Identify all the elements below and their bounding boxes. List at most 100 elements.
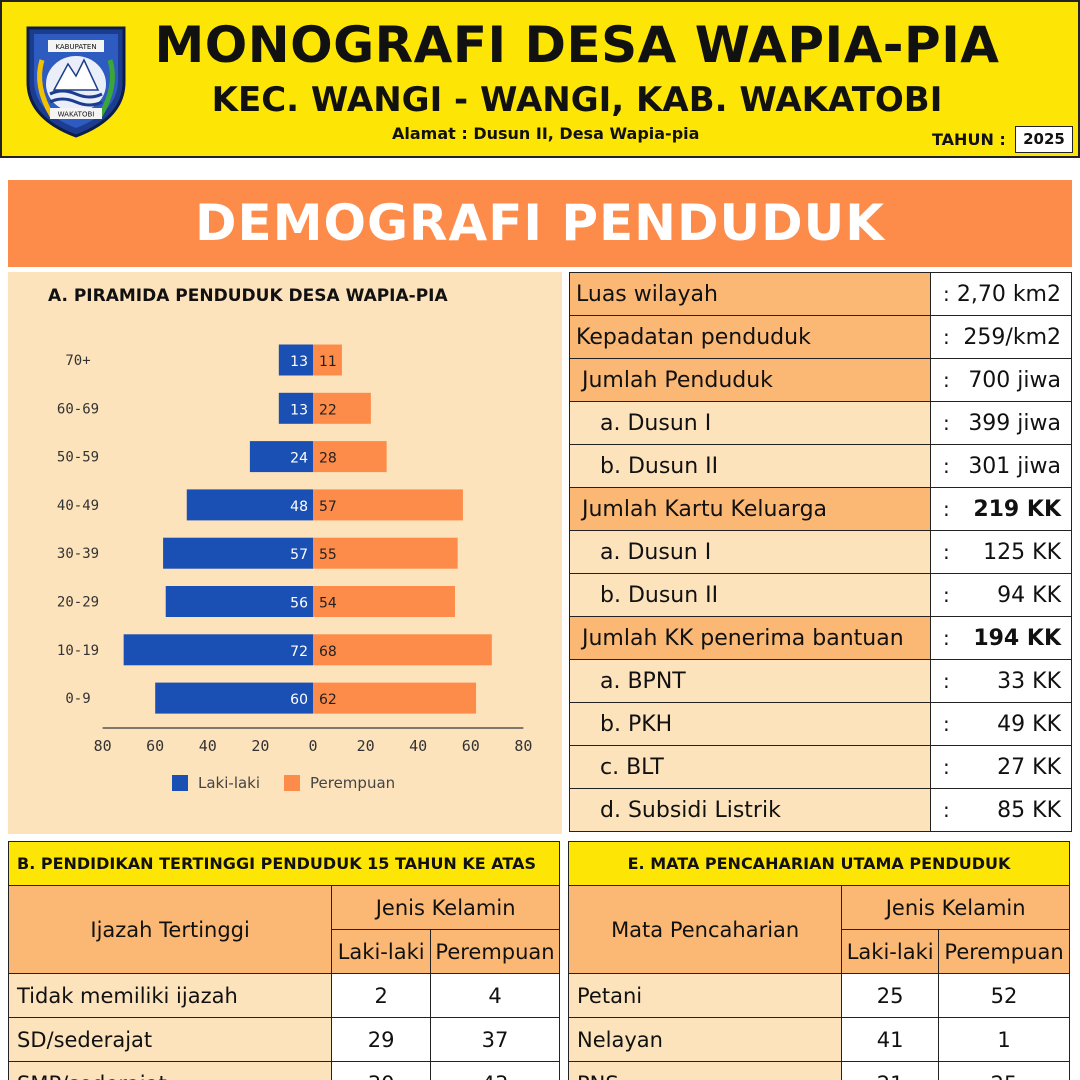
stats-colon: : bbox=[943, 411, 950, 435]
stats-label: a. Dusun I bbox=[568, 530, 932, 574]
stats-row: Kepadatan penduduk:259/km2 bbox=[568, 315, 1072, 359]
table-row: SD/sederajat 29 37 bbox=[7, 1017, 560, 1062]
row-male: 2 bbox=[331, 973, 432, 1018]
stats-value: 125 KK bbox=[983, 539, 1061, 565]
stats-label: Kepadatan penduduk bbox=[568, 315, 932, 359]
table-row: PNS2125 bbox=[567, 1061, 1070, 1080]
page-title: MONOGRAFI DESA WAPIA-PIA bbox=[154, 16, 1000, 74]
occupation-caption: E. MATA PENCAHARIAN UTAMA PENDUDUK bbox=[568, 841, 1070, 886]
x-tick-label: 60 bbox=[462, 737, 480, 755]
female-bar bbox=[313, 586, 456, 617]
row-female: 43 bbox=[430, 1061, 560, 1080]
age-group-label: 0-9 bbox=[65, 691, 90, 707]
row-female: 1 bbox=[938, 1017, 1070, 1062]
occupation-col-group: Jenis Kelamin bbox=[841, 885, 1070, 930]
male-value-label: 60 bbox=[290, 692, 308, 708]
stats-value: 219 KK bbox=[973, 496, 1061, 522]
stats-row: Luas wilayah:2,70 km2 bbox=[568, 272, 1072, 316]
row-female: 4 bbox=[430, 973, 560, 1018]
pyramid-title: A. PIRAMIDA PENDUDUK DESA WAPIA-PIA bbox=[48, 286, 448, 306]
stats-value: 259/km2 bbox=[963, 324, 1061, 350]
age-group-label: 30-39 bbox=[57, 546, 99, 562]
age-group-label: 50-59 bbox=[57, 450, 99, 466]
female-bar bbox=[313, 344, 342, 376]
x-tick-label: 20 bbox=[357, 737, 375, 755]
stats-label: a. Dusun I bbox=[568, 401, 932, 445]
table-row: Nelayan 41 1 bbox=[567, 1017, 1070, 1062]
stats-label: d. Subsidi Listrik bbox=[568, 788, 932, 832]
table-row: Petani 25 52 bbox=[567, 973, 1070, 1018]
male-value-label: 13 bbox=[290, 402, 308, 418]
age-group-label: 70+ bbox=[65, 353, 90, 369]
education-caption: B. PENDIDIKAN TERTINGGI PENDUDUK 15 TAHU… bbox=[8, 841, 560, 886]
x-tick-label: 80 bbox=[514, 737, 532, 755]
male-bar bbox=[155, 682, 313, 714]
stats-row: Jumlah KK penerima bantuan:194 KK bbox=[568, 616, 1072, 660]
age-group-label: 40-49 bbox=[57, 498, 99, 514]
stats-colon: : bbox=[943, 454, 950, 478]
stats-value: 27 KK bbox=[997, 754, 1061, 780]
stats-value: 301 jiwa bbox=[968, 453, 1061, 479]
male-value-label: 13 bbox=[290, 354, 308, 370]
stats-label: Luas wilayah bbox=[568, 272, 932, 316]
stats-value: 49 KK bbox=[997, 711, 1061, 737]
stats-value: 194 KK bbox=[973, 625, 1061, 651]
stats-value: 399 jiwa bbox=[968, 410, 1061, 436]
education-table: B. PENDIDIKAN TERTINGGI PENDUDUK 15 TAHU… bbox=[7, 841, 560, 1080]
stats-label: c. BLT bbox=[568, 745, 932, 789]
stats-table: Luas wilayah:2,70 km2 Kepadatan penduduk:… bbox=[568, 272, 1072, 832]
row-label: SD/sederajat bbox=[7, 1017, 333, 1062]
stats-label: a. BPNT bbox=[568, 659, 932, 703]
male-bar bbox=[278, 392, 313, 424]
x-tick-label: 40 bbox=[199, 737, 217, 755]
female-bar bbox=[313, 634, 492, 666]
stats-row: a. BPNT: 33 KK bbox=[568, 659, 1072, 703]
stats-colon: : bbox=[943, 798, 950, 822]
stats-row: b. Dusun II:301 jiwa bbox=[568, 444, 1072, 488]
male-bar bbox=[123, 634, 313, 666]
male-bar bbox=[249, 441, 313, 473]
wakatobi-emblem-icon: KABUPATEN WAKATOBI bbox=[26, 26, 126, 138]
male-bar bbox=[186, 489, 313, 521]
female-bar bbox=[313, 392, 371, 424]
female-value-label: 54 bbox=[319, 596, 337, 612]
female-value-label: 22 bbox=[319, 402, 337, 418]
age-group-label: 60-69 bbox=[57, 401, 99, 417]
stats-label: Jumlah Kartu Keluarga bbox=[568, 487, 932, 531]
occupation-table: E. MATA PENCAHARIAN UTAMA PENDUDUK Mata … bbox=[567, 841, 1070, 1080]
education-col-male: Laki-laki bbox=[331, 929, 432, 974]
female-value-label: 28 bbox=[319, 451, 337, 467]
stats-colon: : bbox=[943, 755, 950, 779]
row-male: 25 bbox=[841, 973, 940, 1018]
male-value-label: 57 bbox=[290, 547, 308, 563]
stats-colon: : bbox=[943, 540, 950, 564]
education-col-female: Perempuan bbox=[430, 929, 560, 974]
stats-row: c. BLT: 27 KK bbox=[568, 745, 1072, 789]
legend-swatch-female bbox=[284, 775, 300, 791]
stats-row: d. Subsidi Listrik: 85 KK bbox=[568, 788, 1072, 832]
education-col-main: Ijazah Tertinggi bbox=[7, 885, 333, 974]
x-tick-label: 80 bbox=[94, 737, 112, 755]
male-value-label: 48 bbox=[290, 499, 308, 515]
x-tick-label: 20 bbox=[251, 737, 269, 755]
row-label: SMP/sederajat bbox=[7, 1061, 333, 1080]
section-banner: DEMOGRAFI PENDUDUK bbox=[8, 180, 1072, 267]
row-female: 25 bbox=[938, 1061, 1070, 1080]
age-group-label: 10-19 bbox=[57, 643, 99, 659]
female-value-label: 11 bbox=[319, 354, 337, 370]
female-bar bbox=[313, 537, 458, 569]
male-bar bbox=[278, 344, 313, 376]
stats-row: Jumlah Penduduk:700 jiwa bbox=[568, 358, 1072, 402]
stats-row: Jumlah Kartu Keluarga:219 KK bbox=[568, 487, 1072, 531]
table-row: SMP/sederajat3043 bbox=[7, 1061, 560, 1080]
male-value-label: 72 bbox=[290, 644, 308, 660]
stats-colon: : bbox=[943, 368, 950, 392]
row-female: 37 bbox=[430, 1017, 560, 1062]
x-tick-label: 60 bbox=[146, 737, 164, 755]
occupation-col-female: Perempuan bbox=[938, 929, 1070, 974]
stats-colon: : bbox=[943, 626, 950, 650]
population-pyramid-chart: 70+ 13 11 60-69 13 22 50-59 24 28 40-49 48 57 30-39 5… bbox=[57, 344, 532, 792]
page-subtitle: KEC. WANGI - WANGI, KAB. WAKATOBI bbox=[211, 80, 943, 120]
row-male: 29 bbox=[331, 1017, 432, 1062]
stats-label: b. PKH bbox=[568, 702, 932, 746]
